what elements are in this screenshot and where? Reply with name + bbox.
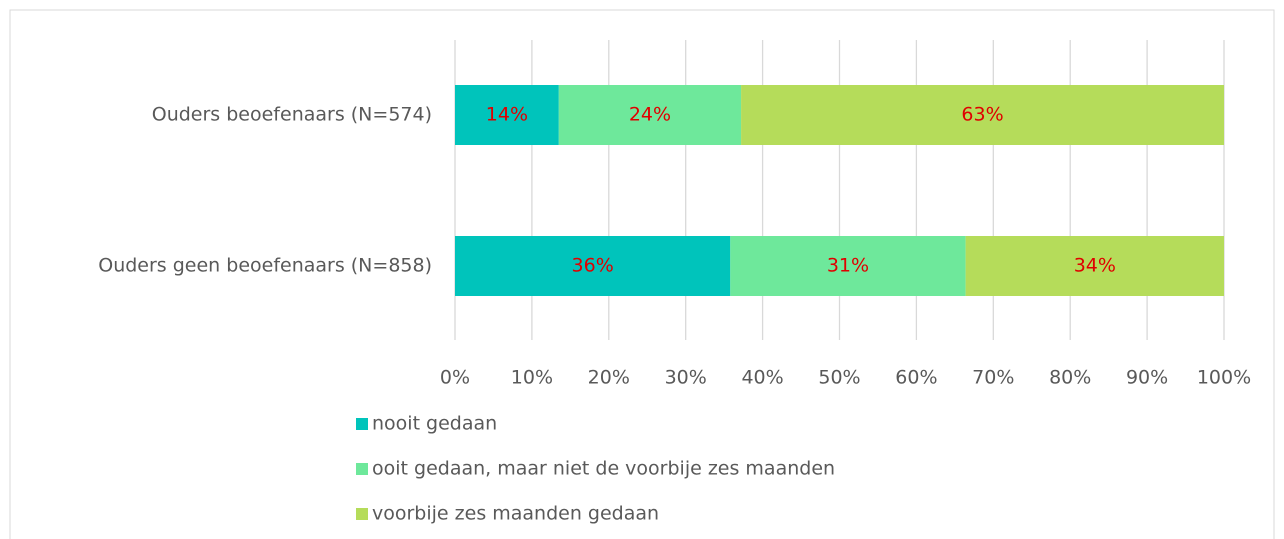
bar-segment [455,236,731,296]
legend-swatch [356,418,368,430]
data-label: 63% [961,104,1003,126]
x-tick-label: 80% [1049,367,1091,389]
x-tick-label: 0% [440,367,470,389]
data-label: 31% [827,255,869,277]
data-label: 36% [572,255,614,277]
legend-label: nooit gedaan [372,413,497,435]
x-tick-label: 60% [895,367,937,389]
legend-label: ooit gedaan, maar niet de voorbije zes m… [372,458,835,480]
data-label: 14% [486,104,528,126]
legend-swatch [356,463,368,475]
x-tick-label: 40% [741,367,783,389]
bar-segment [965,236,1224,296]
bar-segment [455,85,559,145]
legend-swatch [356,508,368,520]
y-tick-label: Ouders beoefenaars (N=574) [152,104,432,126]
x-tick-label: 50% [818,367,860,389]
x-tick-label: 10% [511,367,553,389]
x-tick-label: 100% [1197,367,1251,389]
bar-segment [730,236,966,296]
legend-label: voorbije zes maanden gedaan [372,503,659,525]
y-tick-label: Ouders geen beoefenaars (N=858) [98,255,432,277]
x-tick-label: 20% [588,367,630,389]
x-tick-label: 70% [972,367,1014,389]
chart-border [9,9,1275,539]
data-label: 34% [1074,255,1116,277]
bar-segment [558,85,742,145]
x-tick-label: 90% [1126,367,1168,389]
bar-segment [741,85,1224,145]
x-tick-label: 30% [665,367,707,389]
data-label: 24% [629,104,671,126]
